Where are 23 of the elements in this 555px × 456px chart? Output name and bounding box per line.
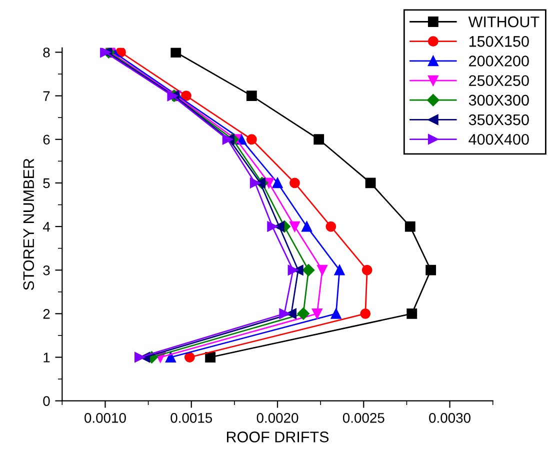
y-tick-label: 0 xyxy=(43,396,50,406)
y-tick-label: 2 xyxy=(43,309,50,319)
x-tick-label: 0.0020 xyxy=(256,412,298,423)
x-tick-label: 0.0025 xyxy=(342,412,384,423)
x-tick-label: 0.0010 xyxy=(84,412,126,423)
x-tick-label: 0.0030 xyxy=(429,412,470,423)
y-tick-label: 1 xyxy=(44,352,50,362)
x-tick-label: 0.0015 xyxy=(170,412,212,423)
y-tick-label: 7 xyxy=(43,91,50,101)
legend-label: 400X400 xyxy=(468,134,529,145)
legend-label: WITHOUT xyxy=(468,16,540,28)
legend-label: 150X150 xyxy=(469,36,529,47)
x-axis-title: ROOF DRIFTS xyxy=(226,432,329,442)
legend-label: 300X300 xyxy=(468,94,529,106)
legend-label: 200X200 xyxy=(469,56,529,66)
legend-label: 250X250 xyxy=(469,75,529,86)
y-tick-label: 3 xyxy=(43,265,50,276)
y-tick-label: 6 xyxy=(43,134,50,145)
y-tick-label: 8 xyxy=(43,48,50,58)
y-axis-title: STOREY NUMBER xyxy=(23,158,34,290)
y-tick-label: 5 xyxy=(43,178,50,188)
y-tick-label: 4 xyxy=(42,222,50,232)
legend-label: 350X350 xyxy=(468,114,529,126)
